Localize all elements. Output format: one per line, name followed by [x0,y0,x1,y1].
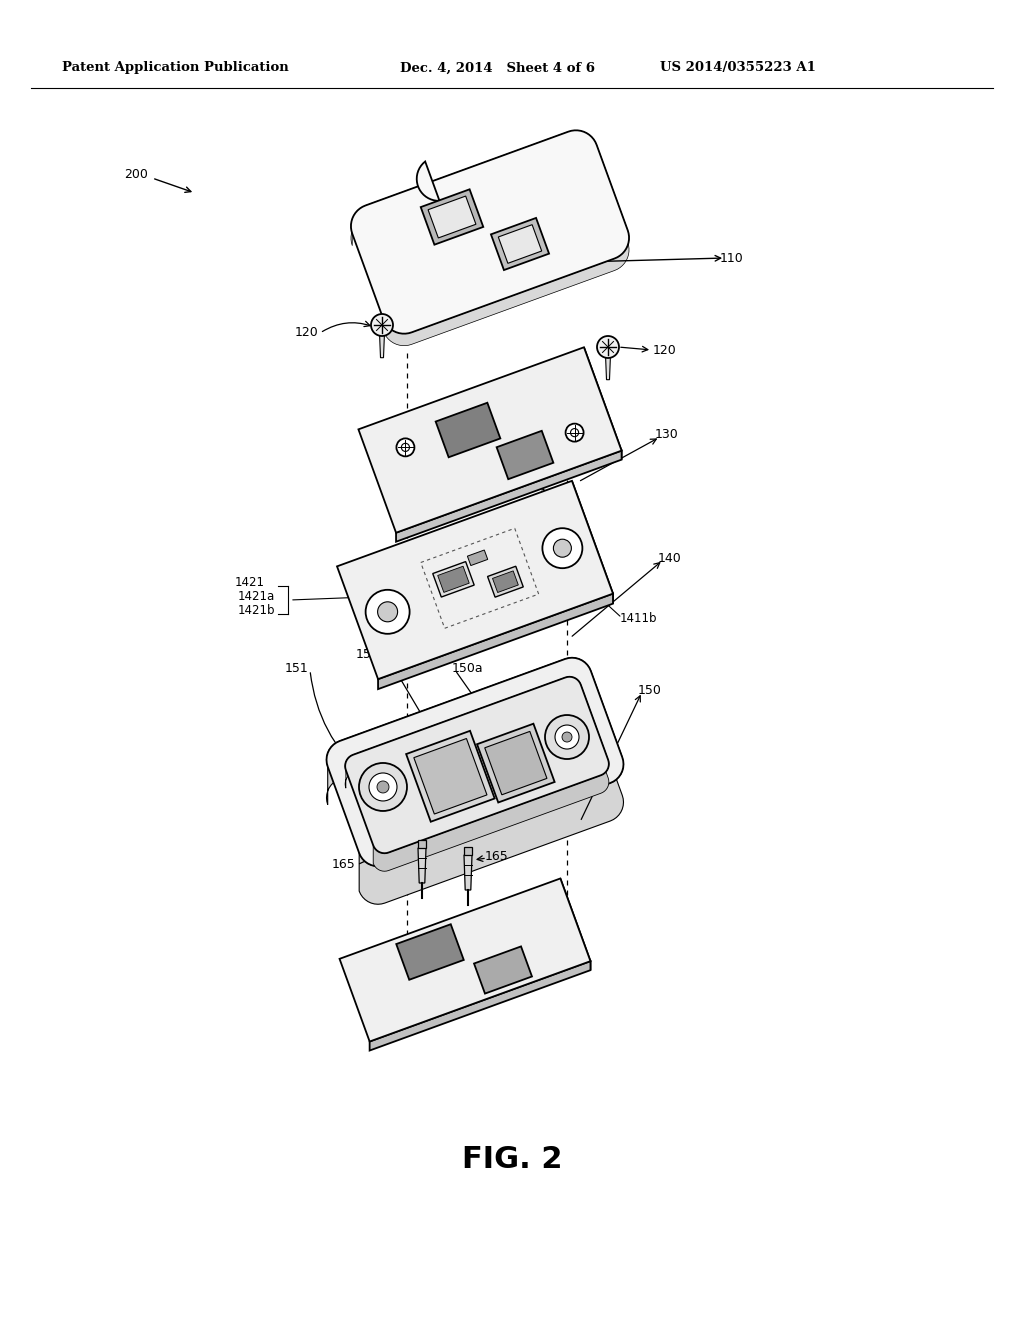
Polygon shape [464,855,472,890]
Polygon shape [345,677,609,853]
Polygon shape [421,189,483,244]
Polygon shape [484,731,547,795]
Circle shape [545,715,589,759]
Polygon shape [340,879,591,1041]
Text: 1411b: 1411b [620,611,657,624]
Polygon shape [435,403,501,457]
Polygon shape [345,677,609,871]
Polygon shape [358,347,622,533]
Text: 110a: 110a [570,169,601,181]
Polygon shape [396,924,464,979]
Text: 141: 141 [560,527,583,540]
Polygon shape [437,566,469,593]
Polygon shape [560,879,591,970]
Text: 142: 142 [540,488,562,502]
Polygon shape [467,550,487,565]
Polygon shape [464,847,472,855]
Polygon shape [490,218,549,271]
Polygon shape [497,430,553,479]
Polygon shape [493,570,518,593]
Polygon shape [584,347,622,459]
Circle shape [377,781,389,793]
Polygon shape [327,657,624,866]
Text: 150: 150 [638,684,662,697]
Polygon shape [417,161,439,201]
Circle shape [553,539,571,557]
Polygon shape [605,355,610,380]
Polygon shape [433,561,474,597]
Polygon shape [418,840,426,847]
Text: 151: 151 [285,661,308,675]
Text: 1421b: 1421b [238,605,275,618]
Text: 130: 130 [655,429,679,441]
Text: 1421: 1421 [548,502,578,515]
Text: 170: 170 [505,945,528,958]
Polygon shape [474,946,531,994]
Text: Dec. 4, 2014   Sheet 4 of 6: Dec. 4, 2014 Sheet 4 of 6 [400,62,595,74]
Polygon shape [327,657,624,904]
Polygon shape [407,731,495,822]
Text: 120: 120 [294,326,318,339]
Text: 1421a: 1421a [238,590,275,603]
Polygon shape [487,566,523,597]
Circle shape [565,424,584,442]
Text: 142: 142 [555,513,578,527]
Polygon shape [499,224,542,263]
Polygon shape [378,594,613,689]
Circle shape [371,314,393,337]
Polygon shape [428,197,476,238]
Circle shape [562,733,572,742]
Text: 165: 165 [485,850,509,863]
Circle shape [396,438,415,457]
Polygon shape [572,480,613,603]
Text: 140: 140 [658,552,682,565]
Circle shape [555,725,579,748]
Text: 165: 165 [331,858,355,871]
Polygon shape [351,131,629,334]
Circle shape [359,763,407,810]
Polygon shape [370,961,591,1051]
Polygon shape [414,738,487,814]
Text: 150a: 150a [355,648,387,661]
Text: 110a: 110a [575,190,606,203]
Circle shape [378,602,397,622]
Text: Patent Application Publication: Patent Application Publication [62,62,289,74]
Polygon shape [380,333,384,358]
Text: 200: 200 [124,169,148,181]
Text: 1421: 1421 [234,577,265,590]
Text: FIG. 2: FIG. 2 [462,1146,562,1175]
Text: 110: 110 [720,252,743,264]
Circle shape [543,528,583,568]
Text: US 2014/0355223 A1: US 2014/0355223 A1 [660,62,816,74]
Text: 151: 151 [560,673,584,686]
Polygon shape [418,847,426,883]
Text: 120: 120 [653,343,677,356]
Polygon shape [337,480,613,678]
Polygon shape [396,450,622,541]
Polygon shape [477,723,555,803]
Circle shape [597,337,618,358]
Circle shape [366,590,410,634]
Polygon shape [351,131,629,346]
Circle shape [369,774,397,801]
Text: 150a: 150a [452,661,483,675]
